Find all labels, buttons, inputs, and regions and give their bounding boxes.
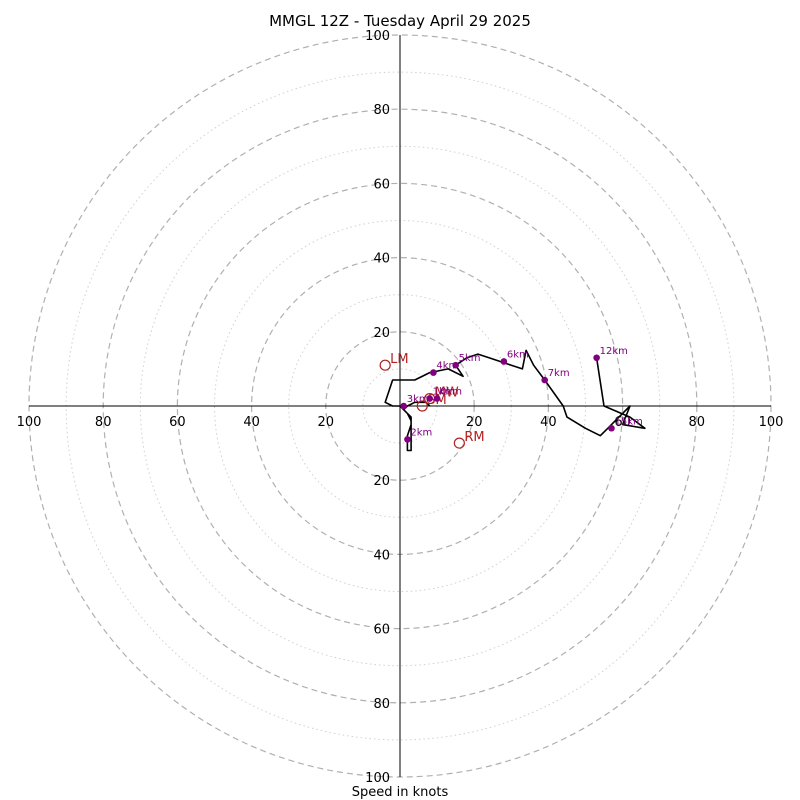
y-tick-label: 60: [373, 177, 390, 192]
height-label-3km: 3km: [407, 394, 429, 405]
height-label-6km: 6km: [507, 349, 529, 360]
x-tick-label: 40: [243, 415, 260, 430]
y-tick-label: 100: [365, 771, 390, 786]
motion-marker-sm: [416, 400, 428, 412]
height-label-1km: 1km: [433, 387, 455, 398]
x-tick-label: 80: [95, 415, 112, 430]
y-tick-label: 80: [373, 697, 390, 712]
height-label-7km: 7km: [548, 368, 570, 379]
x-axis-label: Speed in knots: [352, 785, 449, 800]
height-marker-6km: [500, 358, 508, 365]
motion-marker-rm: [453, 437, 465, 449]
y-tick-label: 100: [365, 29, 390, 44]
height-label-12km: 12km: [600, 346, 628, 357]
x-tick-label: 100: [17, 415, 42, 430]
y-tick-label: 20: [373, 474, 390, 489]
y-tick-label: 40: [373, 548, 390, 563]
chart-title: MMGL 12Z - Tuesday April 29 2025: [269, 12, 531, 30]
y-tick-label: 40: [373, 252, 390, 267]
motion-label-mw: MW: [435, 386, 459, 401]
height-marker-1km: [426, 395, 433, 402]
x-tick-label: 100: [759, 415, 784, 430]
height-marker-2km: [404, 436, 411, 443]
storm-motion-markers: LMRMMWSM: [379, 352, 485, 449]
height-marker-0km: [433, 395, 441, 402]
height-label-0km: 0km: [440, 387, 462, 398]
height-marker-7km: [541, 376, 548, 384]
height-marker-12km: [593, 354, 600, 362]
motion-marker-lm: [379, 359, 391, 371]
height-label-5km: 5km: [459, 353, 481, 364]
height-marker-3km: [400, 402, 408, 410]
y-tick-label: 80: [373, 103, 390, 118]
x-tick-label: 20: [466, 415, 483, 430]
height-label-2km: 2km: [410, 427, 432, 438]
x-tick-label: 60: [169, 415, 186, 430]
y-tick-label: 20: [373, 326, 390, 341]
height-marker-5km: [452, 361, 459, 369]
height-marker-4km: [430, 369, 437, 376]
height-label-15km: 15km: [614, 416, 642, 427]
x-tick-label: 80: [689, 415, 706, 430]
x-tick-label: 40: [540, 415, 557, 430]
y-tick-label: 60: [373, 623, 390, 638]
height-marker-15km: [608, 424, 615, 432]
height-label-4km: 4km: [436, 361, 458, 372]
tick-labels: 100 80 60 40 20 20 40 60 80 100204060801002040608…: [17, 29, 784, 786]
motion-label-lm: LM: [390, 352, 408, 367]
x-tick-label: 20: [318, 415, 335, 430]
motion-label-rm: RM: [464, 430, 484, 445]
